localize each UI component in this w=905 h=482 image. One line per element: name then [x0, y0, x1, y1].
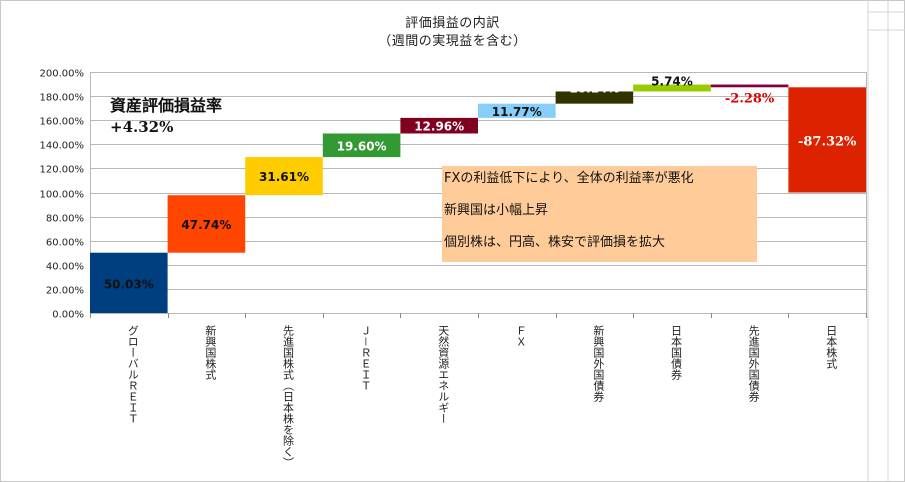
x-category-label: 天然資源エネルギー — [437, 325, 450, 424]
x-category-label: 新興国外国債券 — [592, 324, 605, 402]
data-label: 50.03% — [104, 278, 154, 292]
bar — [788, 87, 866, 193]
x-category-label: 新興国株式 — [204, 324, 217, 380]
x-category-label: 日本国債券 — [670, 325, 683, 380]
x-category-label: 先進国株式（日本株を除く） — [282, 325, 295, 468]
x-category-label: 日本株式 — [825, 325, 838, 369]
data-label: -87.32% — [798, 134, 857, 149]
bar — [710, 84, 789, 88]
bar — [633, 84, 711, 92]
x-category-label: グローバルＲＥＩＴ — [126, 325, 139, 424]
annotation-line-3: 個別株は、円高、株安で評価損を拡大 — [444, 235, 666, 250]
data-label: 31.61% — [259, 170, 309, 184]
y-tick-label: 40.00% — [46, 262, 84, 273]
bar — [167, 195, 246, 253]
bar — [322, 133, 401, 158]
bar — [555, 91, 634, 104]
y-tick-label: 200.00% — [40, 69, 85, 80]
chart-subtitle: （週間の実現益を含む） — [378, 34, 527, 49]
summary-box: 資産評価損益率 +4.32% — [110, 92, 222, 136]
data-label: 12.96% — [414, 120, 464, 134]
data-label: 11.77% — [492, 105, 542, 119]
data-label: 19.60% — [337, 139, 387, 153]
y-tick-label: 20.00% — [46, 286, 84, 297]
bar — [90, 252, 168, 313]
y-tick-label: 120.00% — [40, 165, 85, 176]
y-tick-label: 160.00% — [40, 117, 85, 128]
data-label: 10.14% — [569, 81, 619, 95]
y-tick-label: 0.00% — [52, 310, 84, 321]
x-category-label: 先進国外国債券 — [747, 325, 760, 402]
data-label: 47.74% — [181, 218, 231, 232]
y-tick-label: 60.00% — [46, 238, 84, 249]
x-category-label: ＦＸ — [514, 325, 527, 347]
annotation-line-2: 新興国は小幅上昇 — [444, 203, 549, 218]
data-label: -2.28% — [725, 92, 775, 107]
y-tick-label: 80.00% — [46, 214, 84, 225]
annotation-line-1: FXの利益低下により、全体の利益率が悪化 — [444, 171, 694, 186]
y-tick-label: 180.00% — [40, 93, 85, 104]
x-category-label: Ｊ－ＲＥＩＴ — [359, 325, 372, 391]
bar — [245, 157, 323, 196]
summary-value: +4.32% — [110, 118, 174, 136]
data-label: 5.74% — [651, 75, 693, 89]
y-tick-label: 100.00% — [40, 190, 85, 201]
chart-title: 評価損益の内訳 — [405, 16, 500, 31]
bar — [400, 117, 478, 134]
summary-label: 資産評価損益率 — [110, 96, 223, 115]
annotation-box: FXの利益低下により、全体の利益率が悪化 新興国は小幅上昇 個別株は、円高、株安… — [442, 166, 757, 262]
y-tick-label: 140.00% — [40, 141, 85, 152]
bar — [478, 103, 556, 118]
